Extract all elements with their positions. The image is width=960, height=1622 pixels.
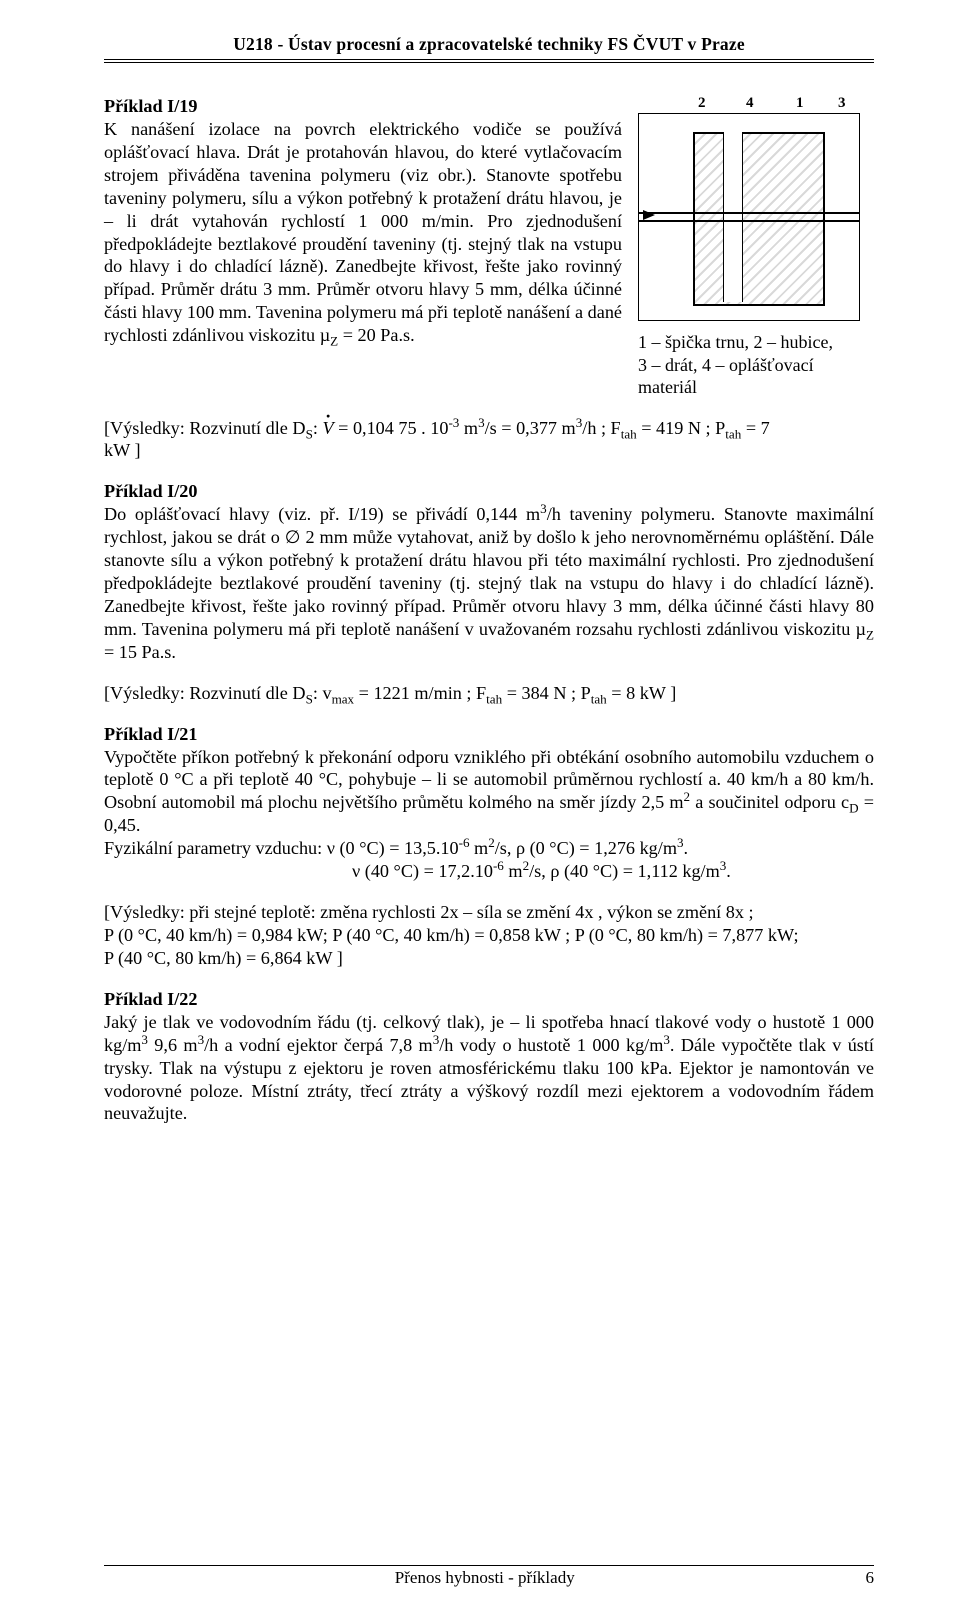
- ex21-l3b: m: [504, 861, 523, 881]
- example-20-results: [Výsledky: Rozvinutí dle DS: vmax = 1221…: [104, 682, 874, 705]
- ex20-b3: = 15 Pa.s.: [104, 642, 176, 662]
- ex20-b2: /h taveniny polymeru. Stanovte maximální…: [104, 504, 874, 639]
- header-rule-top: [104, 59, 874, 60]
- ex21-subD: D: [849, 801, 858, 816]
- ex21-l3a: ν (40 °C) = 17,2.10: [352, 861, 493, 881]
- ex21-l2a: Fyzikální parametry vzduchu: ν (0 °C) = …: [104, 838, 459, 858]
- ex21-l2c: /s, ρ (0 °C) = 1,276 kg/m: [495, 838, 677, 858]
- example-21-heading: Příklad I/21: [104, 724, 197, 744]
- footer-page-number: 6: [866, 1568, 875, 1588]
- ex21-neg6a: -6: [459, 835, 470, 850]
- fig-label-row: 2 4 1 3: [638, 95, 858, 113]
- res19-S: S: [306, 426, 313, 441]
- res19-perh: /h ; F: [582, 418, 620, 438]
- page-footer: Přenos hybnosti - příklady 6: [104, 1565, 874, 1588]
- res20-b: : v: [313, 683, 332, 703]
- res19-m3s: m: [459, 418, 478, 438]
- res21-2: P (0 °C, 40 km/h) = 0,984 kW; P (40 °C, …: [104, 925, 799, 945]
- res20-S: S: [306, 691, 313, 706]
- example-19: Příklad I/19 K nanášení izolace na povrc…: [104, 95, 874, 399]
- example-19-body-b: = 20 Pa.s.: [338, 325, 414, 345]
- res20-c: = 1221 m/min ; F: [354, 683, 486, 703]
- res20-max: max: [332, 691, 355, 706]
- res19-eq419: = 419 N ; P: [637, 418, 726, 438]
- res21-3: P (40 °C, 80 km/h) = 6,864 kW ]: [104, 948, 343, 968]
- example-19-results: [Výsledky: Rozvinutí dle DS: V = 0,104 7…: [104, 417, 874, 463]
- res20-e: = 8 kW ]: [607, 683, 677, 703]
- example-19-figure-col: 2 4 1 3 1 – špička trnu, 2 – hubice, 3 –…: [638, 95, 874, 399]
- res20-tah2: tah: [591, 691, 607, 706]
- example-21-results: [Výsledky: při stejné teplotě: změna ryc…: [104, 901, 874, 970]
- ex21-l2d: .: [684, 838, 689, 858]
- fig-label-2: 2: [698, 95, 706, 112]
- ex20-subZ: Z: [866, 628, 874, 643]
- ex21-b1b: a součinitel odporu c: [690, 792, 849, 812]
- res19-kw: kW ]: [104, 440, 141, 460]
- res19-exp-neg3: -3: [448, 414, 459, 429]
- res21-1: [Výsledky: při stejné teplotě: změna ryc…: [104, 902, 754, 922]
- ex20-b1: Do oplášťovací hlavy (viz. př. I/19) se …: [104, 504, 540, 524]
- fig-wire-bot: [639, 220, 859, 222]
- ex22-b2: 9,6 m: [148, 1035, 198, 1055]
- ex21-l3d: .: [726, 861, 731, 881]
- ex22-b3: /h a vodní ejektor čerpá 7,8 m: [204, 1035, 433, 1055]
- res19-mid: :: [313, 418, 323, 438]
- example-20-heading: Příklad I/20: [104, 481, 197, 501]
- footer-left: Přenos hybnosti - příklady: [104, 1568, 866, 1588]
- mu-sub-z: Z: [330, 334, 338, 349]
- example-19-text: Příklad I/19 K nanášení izolace na povrc…: [104, 95, 622, 399]
- example-22: Příklad I/22 Jaký je tlak ve vodovodním …: [104, 988, 874, 1126]
- fig-body: [693, 132, 825, 306]
- ex21-l2b: m: [470, 838, 489, 858]
- spacer: [104, 63, 874, 95]
- fig-arrow: [643, 210, 655, 220]
- fig-label-3: 3: [838, 95, 846, 112]
- example-19-heading: Příklad I/19: [104, 96, 197, 116]
- figure-caption: 1 – špička trnu, 2 – hubice, 3 – drát, 4…: [638, 331, 874, 399]
- example-19-body: K nanášení izolace na povrch elektrickéh…: [104, 119, 622, 345]
- res20-d: = 384 N ; P: [502, 683, 591, 703]
- page: U218 - Ústav procesní a zpracovatelské t…: [0, 0, 960, 1622]
- res19-pre: [Výsledky: Rozvinutí dle D: [104, 418, 306, 438]
- res20-tah1: tah: [486, 691, 502, 706]
- ex21-neg6b: -6: [493, 858, 504, 873]
- example-20: Příklad I/20 Do oplášťovací hlavy (viz. …: [104, 480, 874, 663]
- page-header-title: U218 - Ústav procesní a zpracovatelské t…: [104, 34, 874, 55]
- fig-label-4: 4: [746, 95, 754, 112]
- vdot-symbol: V: [322, 417, 333, 440]
- example-21: Příklad I/21 Vypočtěte příkon potřebný k…: [104, 723, 874, 883]
- res19-pers: /s = 0,377 m: [485, 418, 576, 438]
- figure-diagram: [638, 113, 860, 321]
- fig-core: [723, 132, 743, 302]
- res19-afterv: = 0,104 75 . 10: [334, 418, 449, 438]
- res19-eq7: = 7: [741, 418, 769, 438]
- ex21-l3c: /s, ρ (40 °C) = 1,112 kg/m: [529, 861, 720, 881]
- fig-wire-top: [639, 212, 859, 214]
- fig-label-1: 1: [796, 95, 804, 112]
- res19-tah2: tah: [725, 426, 741, 441]
- ex22-b4: /h vody o hustotě 1 000 kg/m: [439, 1035, 663, 1055]
- res20-a: [Výsledky: Rozvinutí dle D: [104, 683, 306, 703]
- res19-tah1: tah: [621, 426, 637, 441]
- example-22-heading: Příklad I/22: [104, 989, 197, 1009]
